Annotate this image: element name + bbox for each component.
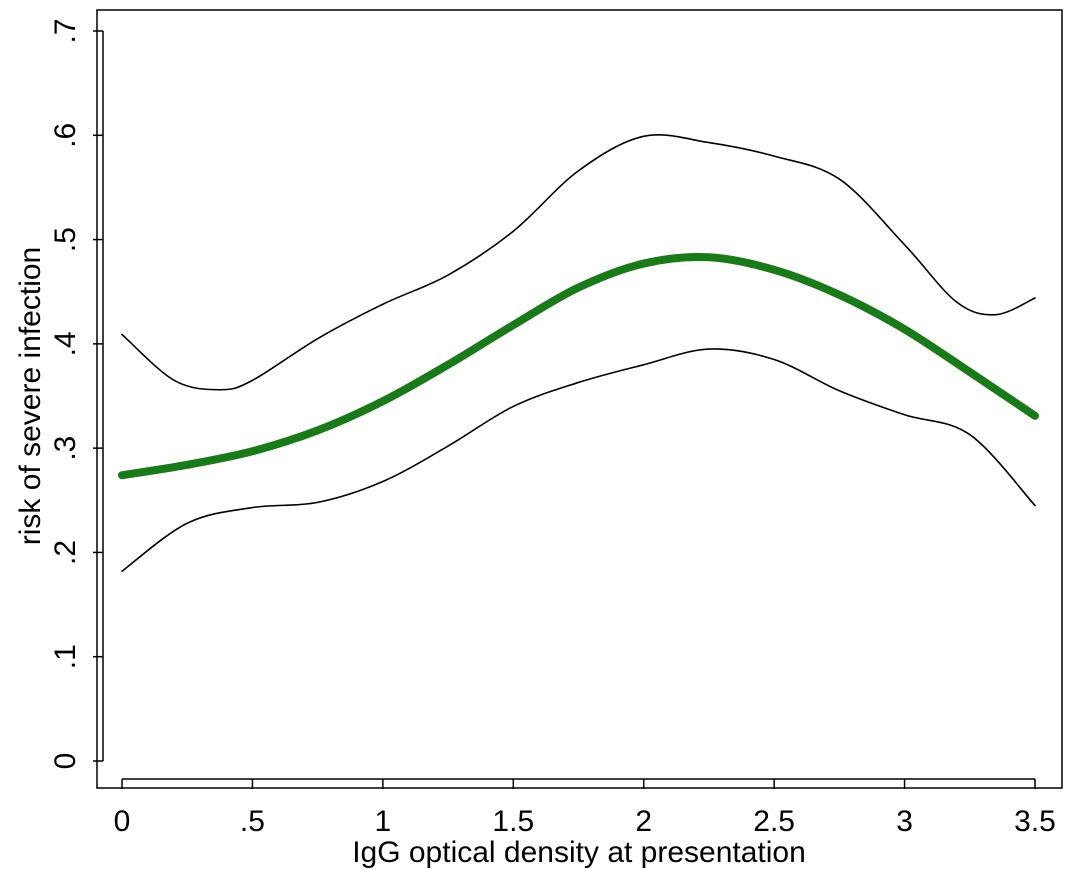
x-axis: 0 .5 1 1.5 2 2.5 3 3.5 <box>114 778 1056 838</box>
x-tick-label: 1.5 <box>492 805 534 838</box>
x-tick-label: 1 <box>375 805 392 838</box>
y-axis-title: risk of severe infection <box>14 247 47 545</box>
y-tick-label: .4 <box>49 331 82 356</box>
x-tick-label: 3 <box>896 805 913 838</box>
lower-ci-line <box>121 348 1036 572</box>
x-tick-label: .5 <box>240 805 265 838</box>
y-tick-label: .5 <box>49 227 82 252</box>
curves-layer <box>118 134 1039 572</box>
upper-ci-line <box>121 134 1036 391</box>
plot-frame <box>96 9 1063 789</box>
x-tick-label: 2 <box>635 805 652 838</box>
y-tick-label: .2 <box>49 540 82 565</box>
y-tick-label: .7 <box>49 18 82 43</box>
estimate-line <box>118 253 1039 480</box>
y-tick-label: .6 <box>49 123 82 148</box>
y-tick-label: 0 <box>49 753 82 770</box>
x-tick-label: 3.5 <box>1014 805 1056 838</box>
y-axis: 0 .1 .2 .3 .4 .5 .6 .7 <box>49 18 104 770</box>
x-tick-label: 2.5 <box>753 805 795 838</box>
y-tick-label: .1 <box>49 644 82 669</box>
x-tick-label: 0 <box>114 805 131 838</box>
x-axis-title: IgG optical density at presentation <box>352 836 806 869</box>
y-tick-label: .3 <box>49 436 82 461</box>
